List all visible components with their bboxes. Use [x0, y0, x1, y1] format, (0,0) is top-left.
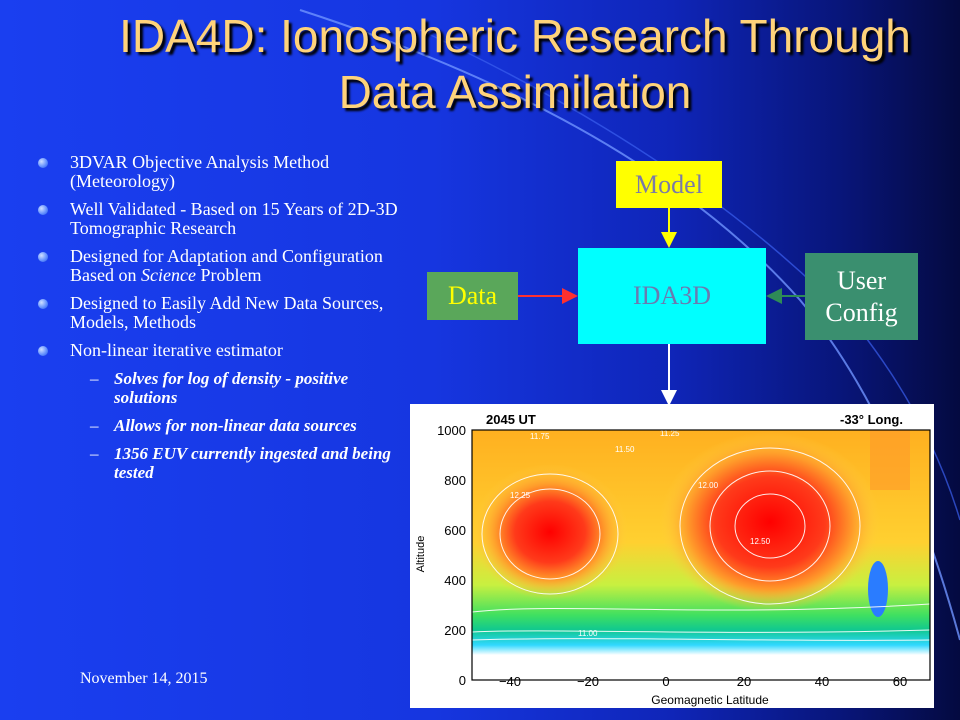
y-tick-label: 0: [459, 673, 466, 688]
plot-frame: [471, 429, 931, 681]
sub-bullet-text: Allows for non-linear data sources: [114, 416, 357, 435]
bullet-dot-icon: [38, 346, 48, 356]
bullet-dot-icon: [38, 299, 48, 309]
x-tick-label: 60: [893, 674, 907, 689]
sub-bullet-item: –1356 EUV currently ingested and being t…: [38, 444, 408, 482]
footer-date: November 14, 2015: [80, 670, 208, 687]
bullet-dot-icon: [38, 252, 48, 262]
sub-bullet-text: Solves for log of density - positive sol…: [114, 369, 349, 407]
bullet-text: Well Validated - Based on 15 Years of 2D…: [70, 199, 398, 238]
bullet-text: Designed to Easily Add New Data Sources,…: [70, 293, 384, 332]
x-tick-label: −20: [577, 674, 599, 689]
dash-icon: –: [90, 444, 99, 463]
bullet-text: Designed for Adaptation and Configuratio…: [70, 246, 383, 285]
config-label: Config: [825, 297, 898, 327]
bullet-item: Designed for Adaptation and Configuratio…: [38, 247, 408, 285]
contour-label: 12.50: [750, 537, 771, 546]
contour-label: 12.25: [510, 491, 531, 500]
bullet-text: Non-linear iterative estimator: [70, 340, 283, 360]
contour-plot-svg: 11.75 11.50 11.25 12.00 12.25 12.50 11.0…: [415, 412, 931, 707]
slide-title: IDA4D: Ionospheric Research Through Data…: [119, 10, 911, 118]
x-tick-label: 0: [662, 674, 669, 689]
bullet-list: 3DVAR Objective Analysis Method (Meteoro…: [38, 153, 408, 491]
bullet-text: 3DVAR Objective Analysis Method (Meteoro…: [70, 152, 330, 191]
user-config-box: User Config: [805, 253, 918, 340]
sub-bullet-item: – Solves for log of density - positive so…: [38, 369, 408, 407]
y-tick-label: 400: [444, 573, 466, 588]
bullet-item: 3DVAR Objective Analysis Method (Meteoro…: [38, 153, 408, 191]
y-tick-label: 1000: [437, 423, 466, 438]
bullet-dot-icon: [38, 205, 48, 215]
x-tick-label: 20: [737, 674, 751, 689]
dash-icon: –: [90, 369, 99, 388]
dash-icon: –: [90, 416, 99, 435]
sub-bullet-text: 1356 EUV currently ingested and being te…: [114, 444, 391, 482]
time-label: 2045 UT: [486, 412, 536, 427]
contour-label: 12.00: [698, 481, 719, 490]
x-tick-label: −40: [499, 674, 521, 689]
model-box: Model: [616, 161, 722, 208]
bullet-item: Designed to Easily Add New Data Sources,…: [38, 294, 408, 332]
data-box: Data: [427, 272, 518, 320]
contour-label-group: 11.75 11.50 11.25 12.00 12.25 12.50 11.0…: [510, 429, 771, 638]
longitude-label: -33° Long.: [840, 412, 903, 427]
contour-label: 11.50: [615, 445, 635, 454]
user-config-text: User Config: [825, 265, 897, 329]
y-tick-label: 200: [444, 623, 466, 638]
contour-lines: [471, 447, 931, 641]
contour-label: 11.75: [530, 432, 550, 441]
density-peak-left: [472, 464, 628, 600]
y-tick-labels: 1000 800 600 400 200 0: [437, 423, 466, 688]
x-tick-label: 40: [815, 674, 829, 689]
x-tick-labels: −40 −20 0 20 40 60: [499, 674, 907, 689]
bullet-item: Well Validated - Based on 15 Years of 2D…: [38, 200, 408, 238]
user-label: User: [836, 265, 887, 295]
contour-label: 11.25: [660, 429, 680, 438]
y-tick-label: 600: [444, 523, 466, 538]
bullet-dot-icon: [38, 158, 48, 168]
bullet-emphasis: Science: [141, 265, 196, 285]
bullet-item: Non-linear iterative estimator: [38, 341, 408, 360]
sub-bullet-item: – Allows for non-linear data sources: [38, 416, 408, 435]
x-axis-title: Geomagnetic Latitude: [651, 693, 769, 707]
bullet-text: Problem: [195, 265, 262, 285]
density-trough: [868, 561, 888, 617]
y-tick-label: 800: [444, 473, 466, 488]
y-axis-title: Altitude: [415, 536, 427, 573]
density-peak-right: [660, 432, 880, 612]
contour-label: 11.00: [578, 629, 598, 638]
ida3d-box: IDA3D: [578, 248, 766, 344]
density-contour-plot: 11.75 11.50 11.25 12.00 12.25 12.50 11.0…: [410, 404, 934, 708]
